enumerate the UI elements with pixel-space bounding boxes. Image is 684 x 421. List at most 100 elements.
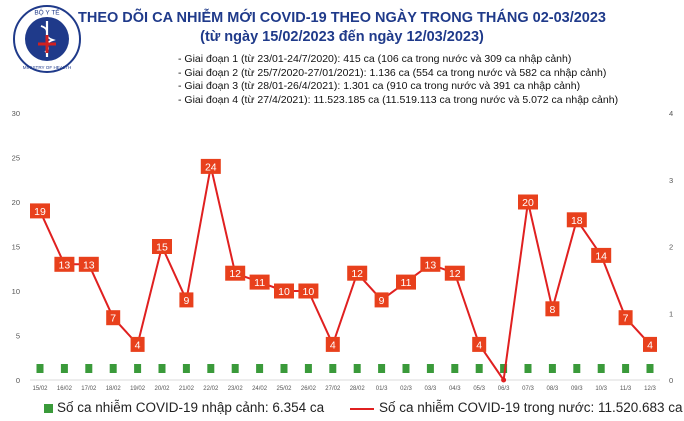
- x-tick-label: 12/3: [644, 386, 656, 392]
- data-label: 13: [425, 259, 437, 271]
- data-label: 10: [278, 286, 290, 298]
- data-label-box: [54, 256, 75, 272]
- data-label-box: [152, 239, 172, 254]
- data-label-box: [298, 283, 319, 299]
- legend-domestic-swatch: [350, 408, 374, 410]
- legend-domestic-label: Số ca nhiễm COVID-19 trong nước: 11.520.…: [379, 400, 683, 415]
- x-tick-label: 27/02: [325, 386, 341, 392]
- imported-bar: [548, 364, 556, 373]
- ministry-of-health-logo: BỘ Y TẾ MINISTRY OF HEALTH: [13, 5, 81, 73]
- x-tick-label: 09/3: [571, 386, 583, 392]
- data-label-box: [274, 283, 294, 299]
- x-tick-label: 28/02: [350, 386, 366, 392]
- phase-note-1: - Giai đoạn 1 (từ 23/01-24/7/2020): 415 …: [178, 53, 572, 65]
- data-label-box: [396, 274, 416, 290]
- imported-bar: [573, 364, 581, 373]
- imported-bar: [329, 364, 337, 373]
- data-label-box: [225, 265, 246, 281]
- data-label-box: [591, 247, 612, 263]
- imported-bar: [451, 364, 459, 373]
- data-label: 18: [571, 215, 583, 227]
- data-label: 4: [330, 339, 336, 351]
- data-label: 12: [229, 268, 241, 280]
- data-label-box: [347, 265, 368, 281]
- x-tick-label: 02/3: [400, 386, 412, 392]
- data-label-box: [444, 265, 465, 281]
- imported-bar: [646, 364, 654, 373]
- x-tick-label: 08/3: [547, 386, 559, 392]
- imported-bar: [378, 364, 386, 373]
- data-label: 8: [549, 304, 555, 316]
- data-label-box: [566, 212, 587, 228]
- data-label-box: [420, 256, 441, 272]
- data-label-box: [472, 336, 487, 352]
- data-label-box: [643, 336, 657, 352]
- y-right-tick-label: 3: [669, 176, 673, 185]
- x-tick-label: 20/02: [154, 386, 170, 392]
- phase-note-3: - Giai đoạn 3 (từ 28/01-26/4/2021): 1.30…: [178, 80, 581, 93]
- x-tick-label: 15/02: [32, 386, 48, 392]
- data-label: 19: [34, 206, 46, 218]
- imported-bar: [85, 364, 93, 373]
- data-label: 14: [595, 250, 607, 262]
- data-label: 11: [401, 277, 412, 289]
- imported-bar: [256, 364, 264, 373]
- x-tick-label: 21/02: [179, 386, 195, 392]
- y-right-tick-label: 4: [669, 109, 673, 118]
- y-left-tick-label: 30: [12, 109, 20, 118]
- imported-bar: [36, 364, 44, 373]
- imported-bar: [353, 364, 361, 373]
- y-left-tick-label: 15: [12, 243, 20, 252]
- data-label-box: [30, 203, 50, 219]
- data-label: 24: [205, 161, 217, 173]
- data-label-box: [179, 292, 194, 308]
- data-label: 4: [476, 339, 482, 351]
- imported-bar: [426, 364, 434, 373]
- data-label: 10: [303, 286, 315, 298]
- imported-bar: [500, 364, 508, 373]
- imported-bar: [109, 364, 117, 373]
- data-label: 9: [183, 295, 189, 307]
- imported-bar: [158, 364, 166, 373]
- data-label: 12: [351, 268, 363, 280]
- data-label-box: [374, 292, 389, 308]
- legend-imported-label: Số ca nhiễm COVID-19 nhập cảnh: 6.354 ca: [57, 400, 325, 415]
- legend-imported-swatch: [44, 404, 53, 413]
- data-label: 12: [449, 268, 461, 280]
- chart-title: THEO DÕI CA NHIỄM MỚI COVID-19 THEO NGÀY…: [77, 10, 606, 26]
- x-tick-label: 01/3: [376, 386, 388, 392]
- data-label: 4: [647, 339, 653, 351]
- imported-bar: [231, 364, 239, 373]
- x-tick-label: 19/02: [130, 386, 146, 392]
- y-left-tick-label: 20: [12, 198, 20, 207]
- phase-note-4: - Giai đoạn 4 (từ 27/4/2021): 11.523.185…: [178, 93, 619, 106]
- y-left-tick-label: 5: [16, 332, 20, 341]
- y-left-tick-label: 10: [12, 287, 20, 296]
- x-tick-label: 18/02: [106, 386, 122, 392]
- x-tick-label: 24/02: [252, 386, 268, 392]
- data-label-box: [618, 310, 633, 326]
- data-label-box: [130, 336, 145, 352]
- y-right-tick-label: 2: [669, 243, 673, 252]
- imported-bar: [60, 364, 68, 373]
- data-label: 11: [254, 277, 265, 289]
- data-label: 7: [110, 313, 116, 325]
- x-tick-label: 10/3: [595, 386, 607, 392]
- chart-subtitle: (từ ngày 15/02/2023 đến ngày 12/03/2023): [200, 29, 484, 45]
- x-tick-label: 17/02: [81, 386, 97, 392]
- x-tick-label: 07/3: [522, 386, 534, 392]
- phase-notes: - Giai đoạn 1 (từ 23/01-24/7/2020): 415 …: [178, 53, 618, 107]
- y-left-tick-label: 25: [12, 154, 20, 163]
- data-label: 9: [379, 295, 385, 307]
- x-tick-label: 25/02: [276, 386, 292, 392]
- x-tick-label: 05/3: [473, 386, 485, 392]
- data-label-box: [518, 194, 538, 210]
- x-tick-label: 26/02: [301, 386, 317, 392]
- data-label: 13: [83, 259, 95, 271]
- domestic-point: [501, 377, 507, 383]
- y-right-tick-label: 0: [669, 376, 673, 385]
- x-tick-label: 06/3: [498, 386, 510, 392]
- data-label: 7: [623, 313, 629, 325]
- imported-bar: [134, 364, 142, 373]
